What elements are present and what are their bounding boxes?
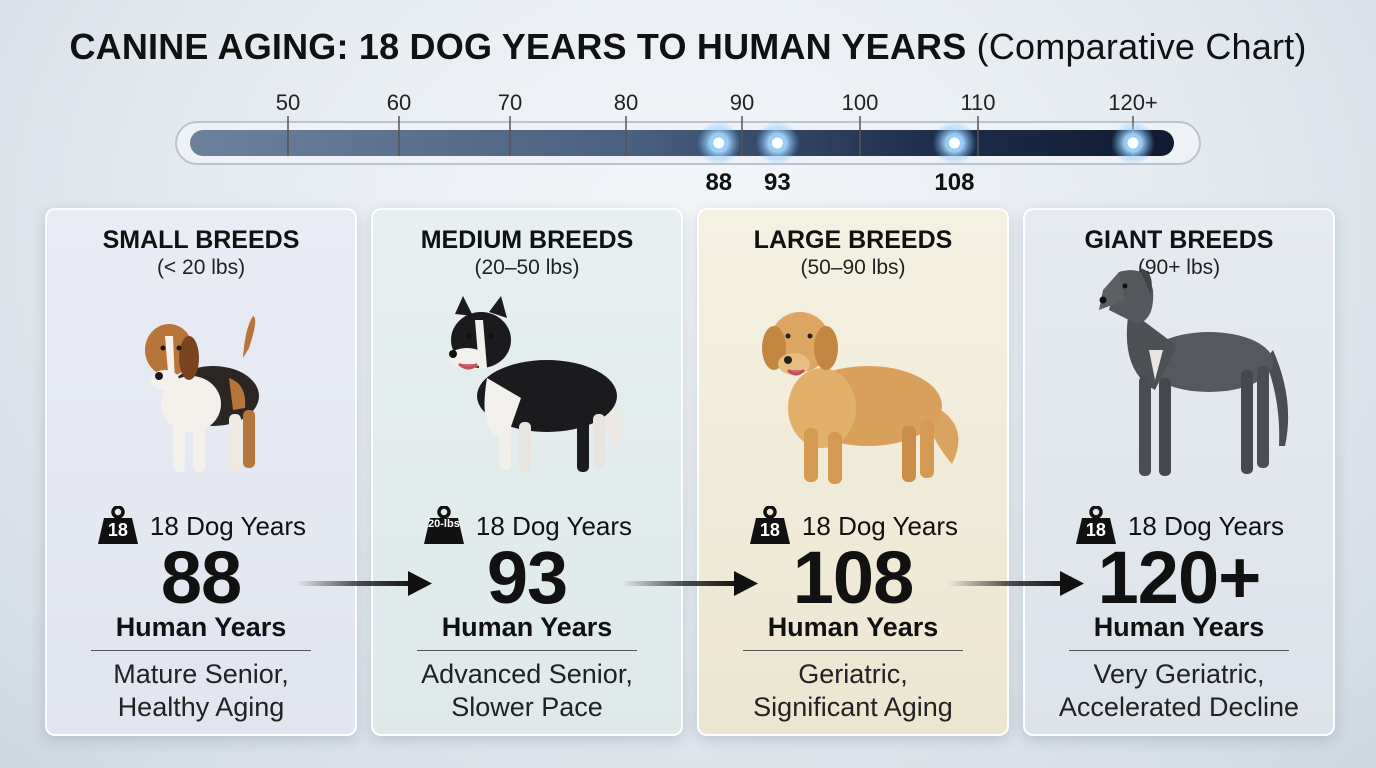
breed-weight: (50–90 lbs) xyxy=(800,256,906,279)
description-line-1: Geriatric, xyxy=(798,659,908,689)
human-years-value: 108 xyxy=(792,536,914,619)
breed-name: SMALL BREEDS xyxy=(102,226,300,254)
age-timeline: 50 60 70 80 90 100 110 120+ 88 93 108 xyxy=(175,90,1201,196)
description-line-2: Healthy Aging xyxy=(117,692,285,722)
breed-name: MEDIUM BREEDS xyxy=(420,226,634,254)
weight-icon-label: 18 xyxy=(759,520,780,540)
aging-description: Advanced Senior, Slower Pace xyxy=(373,658,681,724)
breed-weight: (< 20 lbs) xyxy=(156,256,246,279)
breed-weight: (90+ lbs) xyxy=(1137,256,1221,279)
weight-icon-label: 18 xyxy=(1085,520,1106,540)
dog-years-label: 18 Dog Years xyxy=(475,510,633,541)
arrow-right-icon xyxy=(622,571,758,596)
timeline-tick-label: 80 xyxy=(614,90,638,115)
weight-icon-label: 18 xyxy=(107,520,128,540)
dog-years-label: 18 Dog Years xyxy=(801,510,959,541)
title-sub: (Comparative Chart) xyxy=(976,26,1307,67)
divider xyxy=(417,650,637,651)
description-line-1: Mature Senior, xyxy=(113,659,289,689)
weight-icon: 18 xyxy=(748,506,792,546)
timeline-marker xyxy=(1124,134,1142,152)
beagle-illustration xyxy=(145,316,259,472)
human-years-label: Human Years xyxy=(1093,612,1265,642)
human-years-label: Human Years xyxy=(767,612,939,642)
breed-name: GIANT BREEDS xyxy=(1084,226,1274,254)
timeline-track xyxy=(190,130,1174,156)
dog-years-row: 18 18 Dog Years xyxy=(1025,506,1333,546)
arrow-right-icon xyxy=(296,571,432,596)
timeline-marker xyxy=(768,134,786,152)
breed-weight: (20–50 lbs) xyxy=(474,256,580,279)
chart-title: CANINE AGING: 18 DOG YEARS TO HUMAN YEAR… xyxy=(0,26,1376,68)
dog-years-label: 18 Dog Years xyxy=(1127,510,1285,541)
dog-years-row: 20-lbs 18 Dog Years xyxy=(373,506,681,546)
card-medium-breeds: MEDIUM BREEDS (20–50 lbs) 20-lbs 18 Dog … xyxy=(371,208,683,736)
timeline-tick-label: 100 xyxy=(842,90,879,115)
description-line-1: Advanced Senior, xyxy=(421,659,633,689)
golden-retriever-illustration xyxy=(762,312,959,484)
weight-icon: 18 xyxy=(1074,506,1118,546)
aging-description: Mature Senior, Healthy Aging xyxy=(47,658,355,724)
dog-years-row: 18 18 Dog Years xyxy=(699,506,1007,546)
human-years-value: 120+ xyxy=(1097,536,1262,619)
description-line-2: Slower Pace xyxy=(451,692,603,722)
border-collie-illustration xyxy=(449,296,623,472)
card-giant-breeds: GIANT BREEDS (90+ lbs) 18 18 Dog Years 1… xyxy=(1023,208,1335,736)
description-line-2: Significant Aging xyxy=(753,692,953,722)
title-main: CANINE AGING: 18 DOG YEARS TO HUMAN YEAR… xyxy=(69,26,967,67)
timeline-marker-label: 93 xyxy=(764,169,791,196)
card-large-breeds: LARGE BREEDS (50–90 lbs) 18 18 Dog Years… xyxy=(697,208,1009,736)
human-years-value: 88 xyxy=(160,536,242,619)
timeline-marker xyxy=(945,134,963,152)
divider xyxy=(1069,650,1289,651)
description-line-1: Very Geriatric, xyxy=(1093,659,1265,689)
human-years-label: Human Years xyxy=(441,612,613,642)
human-years-value: 93 xyxy=(486,536,568,619)
timeline-tick-label: 110 xyxy=(960,90,995,115)
description-line-2: Accelerated Decline xyxy=(1058,692,1300,722)
timeline-tick-label: 90 xyxy=(730,90,754,115)
dog-years-label: 18 Dog Years xyxy=(149,510,307,541)
timeline-marker-label: 88 xyxy=(705,169,732,196)
weight-icon: 18 xyxy=(96,506,140,546)
weight-icon-label: 20-lbs xyxy=(428,518,460,530)
aging-description: Very Geriatric, Accelerated Decline xyxy=(1025,658,1333,724)
timeline-marker xyxy=(710,134,728,152)
timeline-tick-label: 60 xyxy=(387,90,411,115)
divider xyxy=(91,650,311,651)
timeline-tick-label: 120+ xyxy=(1108,90,1158,115)
great-dane-illustration xyxy=(1099,268,1289,476)
weight-icon: 20-lbs xyxy=(422,506,466,546)
timeline-tick-label: 50 xyxy=(276,90,300,115)
card-small-breeds: SMALL BREEDS (< 20 lbs) 18 18 Dog Years … xyxy=(45,208,357,736)
breed-name: LARGE BREEDS xyxy=(753,226,953,254)
human-years-label: Human Years xyxy=(115,612,287,642)
dog-years-row: 18 18 Dog Years xyxy=(47,506,355,546)
timeline-tick-label: 70 xyxy=(498,90,522,115)
divider xyxy=(743,650,963,651)
arrow-right-icon xyxy=(948,571,1084,596)
timeline-marker-label: 108 xyxy=(934,169,974,196)
aging-description: Geriatric, Significant Aging xyxy=(699,658,1007,724)
